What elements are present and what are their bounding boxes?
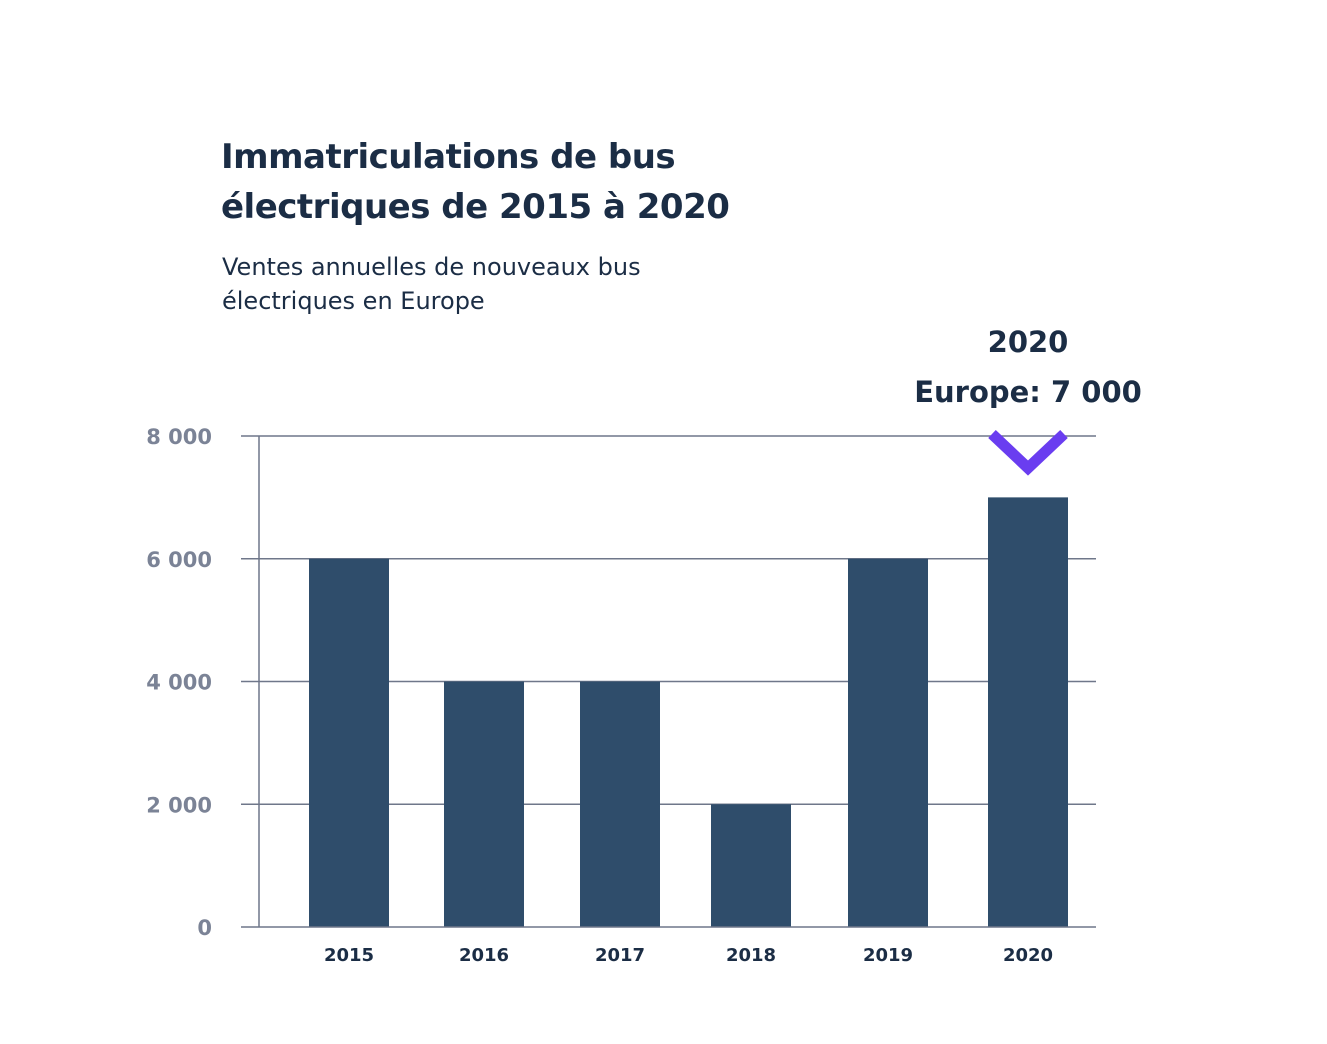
bar-2019 bbox=[848, 558, 928, 927]
chart-subtitle-line2: électriques en Europe bbox=[222, 287, 485, 315]
y-tick-label: 2 000 bbox=[146, 793, 212, 817]
chart-subtitle: Ventes annuelles de nouveaux bus électri… bbox=[222, 250, 641, 318]
annotation-marker-icon bbox=[988, 430, 1068, 476]
chart-subtitle-line1: Ventes annuelles de nouveaux bus bbox=[222, 253, 641, 281]
bar-2017 bbox=[580, 681, 660, 927]
x-tick-label: 2018 bbox=[726, 945, 776, 966]
annotation-year: 2020 bbox=[988, 325, 1069, 359]
bar-2016 bbox=[444, 681, 524, 927]
x-tick-label: 2015 bbox=[324, 945, 374, 966]
bar-2018 bbox=[711, 804, 791, 927]
annotation-value: Europe: 7 000 bbox=[914, 375, 1142, 409]
x-tick-label: 2019 bbox=[863, 945, 913, 966]
chart-title-line2: électriques de 2015 à 2020 bbox=[221, 187, 730, 227]
y-tick-label: 0 bbox=[197, 916, 212, 940]
chart-title: Immatriculations de bus électriques de 2… bbox=[221, 132, 730, 232]
x-tick-label: 2020 bbox=[1003, 945, 1053, 966]
bar-2020 bbox=[988, 497, 1068, 927]
x-tick-label: 2017 bbox=[595, 945, 645, 966]
y-tick-label: 8 000 bbox=[146, 425, 212, 449]
y-tick-label: 6 000 bbox=[146, 548, 212, 572]
y-tick-label: 4 000 bbox=[146, 671, 212, 695]
x-tick-label: 2016 bbox=[459, 945, 509, 966]
chart-title-line1: Immatriculations de bus bbox=[221, 137, 676, 177]
bar-2015 bbox=[309, 558, 389, 927]
